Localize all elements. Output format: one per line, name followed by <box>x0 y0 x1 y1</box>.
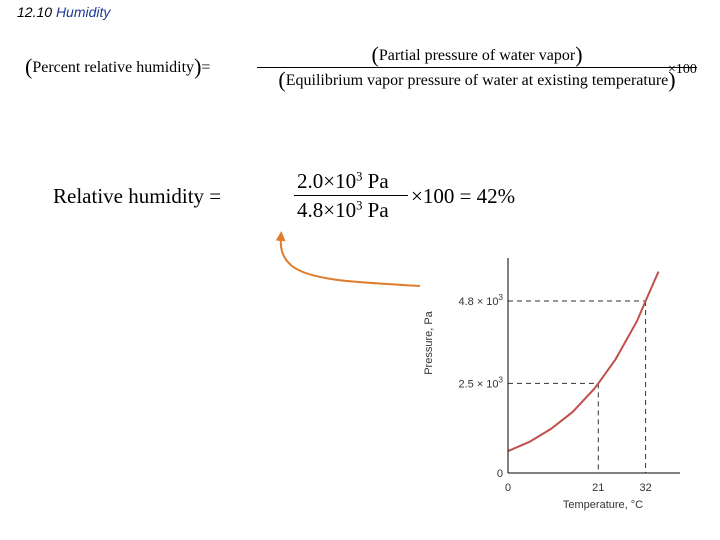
calculation-fraction-bar <box>294 195 408 196</box>
x-tick-label-2: 32 <box>639 482 651 494</box>
denominator-exponent: 3 <box>356 198 363 213</box>
calculation-denominator: 4.8×103 Pa <box>294 197 408 223</box>
definition-equals: = <box>201 59 211 76</box>
relative-humidity-calculation: Relative humidity = 2.0×103 Pa 4.8×103 P… <box>53 164 515 234</box>
x-tick-label-1: 21 <box>592 482 604 494</box>
numerator-close-paren: ) <box>575 42 583 67</box>
left-close-paren: ) <box>194 54 202 79</box>
definition-denominator: (Equilibrium vapor pressure of water at … <box>257 69 697 91</box>
calculation-left-side: Relative humidity = <box>53 184 222 208</box>
calculation-result: ×100 = 42% <box>411 184 516 208</box>
definition-numerator: (Partial pressure of water vapor) <box>257 44 697 66</box>
section-title: Humidity <box>55 4 111 20</box>
relative-humidity-definition: (Percent relative humidity)= (Partial pr… <box>25 44 715 100</box>
vapor-pressure-curve <box>507 271 660 453</box>
numerator-unit: Pa <box>362 169 389 193</box>
calculation-fraction: 2.0×103 Pa 4.8×103 Pa <box>294 168 408 223</box>
definition-left-side: (Percent relative humidity)= <box>25 54 210 80</box>
slide-header: 12.10 Humidity <box>17 4 110 20</box>
y-tick-label-1: 2.5 × 103 <box>458 375 503 390</box>
denominator-open-paren: ( <box>278 67 286 92</box>
y-tick-label-0: 0 <box>497 468 503 480</box>
y-axis-label: Pressure, Pa <box>423 310 435 374</box>
numerator-mantissa: 2.0×10 <box>297 169 357 193</box>
denominator-mantissa: 4.8×10 <box>297 198 357 222</box>
denominator-close-paren: ) <box>668 67 676 92</box>
partial-pressure-label: Partial pressure of water vapor <box>378 47 576 64</box>
numerator-open-paren: ( <box>371 42 379 67</box>
denominator-unit: Pa <box>362 198 389 222</box>
y-tick-label-2: 4.8 × 103 <box>458 293 503 308</box>
numerator-exponent: 3 <box>356 169 363 184</box>
definition-fraction-bar <box>257 67 697 68</box>
x-axis-label: Temperature, °C <box>563 499 643 511</box>
definition-fraction: (Partial pressure of water vapor) (Equil… <box>257 44 697 91</box>
percent-relative-humidity-label: Percent relative humidity <box>32 59 195 76</box>
section-number: 12.10 <box>17 4 53 20</box>
definition-times-100: ×100 <box>668 62 697 77</box>
calculation-numerator: 2.0×103 Pa <box>294 168 408 194</box>
x-tick-label-0: 0 <box>505 482 511 494</box>
equilibrium-pressure-label: Equilibrium vapor pressure of water at e… <box>285 72 669 89</box>
left-open-paren: ( <box>25 54 33 79</box>
